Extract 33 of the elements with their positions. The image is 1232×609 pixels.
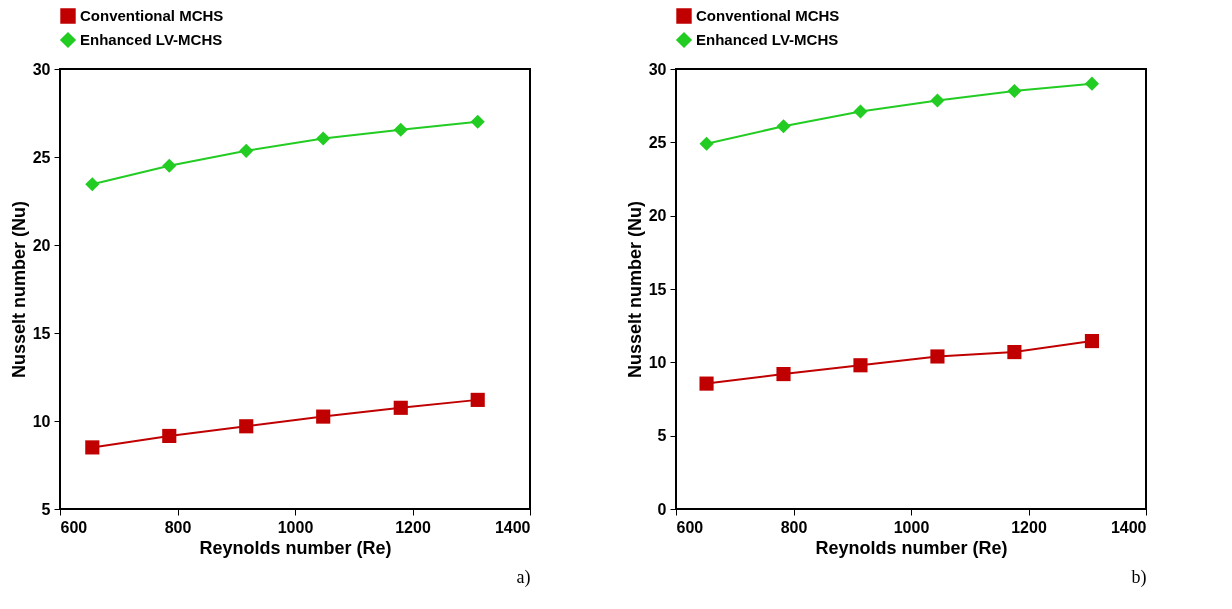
y-tick-label: 30 [32,60,51,78]
legend-label: Conventional MCHS [696,7,840,24]
x-tick-label: 800 [780,518,808,536]
x-tick-label: 1000 [277,518,314,536]
x-tick-label: 1200 [395,518,431,536]
y-tick-label: 0 [657,500,667,518]
text: b) [1131,567,1147,588]
y-tick-label: 20 [32,236,51,254]
y-tick-label: 5 [657,427,667,445]
y-tick-label: 30 [648,60,667,78]
x-tick-label: 800 [164,518,192,536]
x-tick-label: 1400 [494,518,531,536]
y-tick-label: 25 [32,148,51,166]
y-tick-label: 15 [648,280,667,298]
text: a) [516,567,531,588]
y-tick-label: 15 [32,324,51,342]
y-tick-label: 25 [648,133,667,151]
x-tick-label: 1400 [1110,518,1147,536]
x-tick-label: 600 [60,518,88,536]
x-axis-title: Reynolds number (Re) [199,537,392,558]
x-tick-label: 600 [676,518,704,536]
y-tick-label: 20 [648,207,667,225]
legend-label: Enhanced LV-MCHS [696,31,839,48]
x-axis-title: Reynolds number (Re) [815,537,1008,558]
y-tick-label: 10 [648,353,667,371]
legend-label: Enhanced LV-MCHS [80,31,223,48]
y-tick-label: 5 [41,500,51,518]
legend-label: Conventional MCHS [80,7,224,24]
y-axis-title: Nusselt number (Nu) [624,200,645,379]
x-tick-label: 1200 [1011,518,1047,536]
y-axis-title: Nusselt number (Nu) [8,200,29,379]
y-tick-label: 10 [32,412,51,430]
x-tick-label: 1000 [893,518,930,536]
